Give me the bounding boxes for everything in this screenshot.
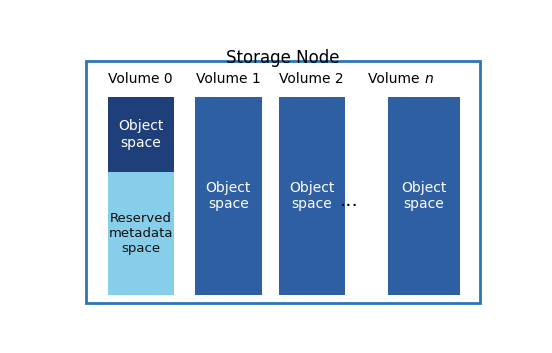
- Bar: [388, 97, 460, 295]
- Text: Volume: Volume: [368, 72, 424, 86]
- Text: Object
space: Object space: [118, 119, 163, 150]
- Text: Object
space: Object space: [401, 181, 447, 211]
- Text: n: n: [424, 72, 433, 86]
- Text: Object
space: Object space: [289, 181, 335, 211]
- Text: Volume 1: Volume 1: [196, 72, 261, 86]
- Text: Volume 2: Volume 2: [279, 72, 344, 86]
- Bar: [108, 172, 174, 295]
- Text: Object
space: Object space: [206, 181, 251, 211]
- Bar: [279, 97, 345, 295]
- Text: Volume 0: Volume 0: [108, 72, 173, 86]
- Text: Reserved
metadata
space: Reserved metadata space: [108, 212, 173, 255]
- Bar: [108, 97, 174, 172]
- Text: ...: ...: [340, 191, 359, 210]
- Text: Storage Node: Storage Node: [226, 49, 339, 67]
- Bar: [195, 97, 262, 295]
